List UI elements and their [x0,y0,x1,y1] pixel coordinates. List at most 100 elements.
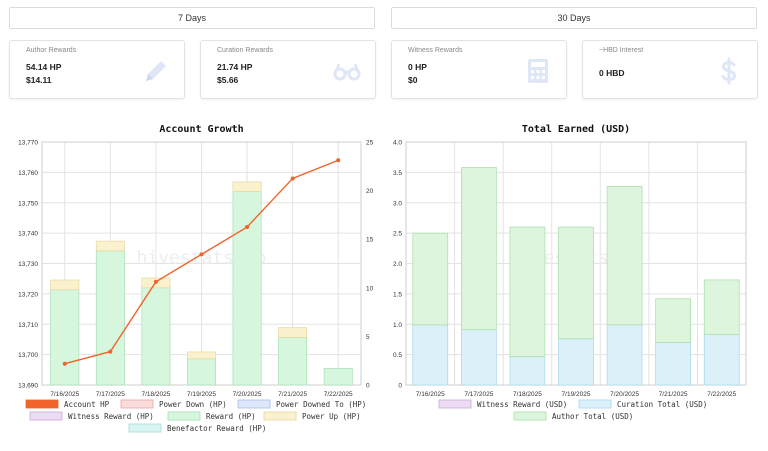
x-tick: 7/21/2025 [659,391,688,398]
card-value-usd: $14.11 [26,75,52,85]
card-value-usd: $5.66 [217,75,239,85]
x-tick: 7/22/2025 [324,391,353,398]
card-title: Curation Rewards [217,47,274,54]
author-bar [461,167,497,331]
reward-bar [278,337,308,386]
legend-label: Benefactor Reward (HP) [167,424,266,433]
y-tick: 1.5 [393,291,402,298]
y-tick: 1.0 [393,322,402,329]
y-tick-left: 13,710 [18,322,38,329]
legend-label: Power Downed To (HP) [276,400,366,409]
curation-bar [703,334,740,386]
legend-swatch [237,399,271,409]
witness-rewards-card: Witness Rewards 0 HP $0 [391,40,567,99]
card-value-hp: 54.14 HP [26,62,62,72]
card-value-hp: 0 HP [408,62,427,72]
y-tick: 4.0 [393,140,402,147]
account-hp-point [153,279,158,284]
calculator-icon [528,59,548,83]
tab-7-days[interactable]: 7 Days [9,7,375,29]
account-hp-point [336,158,341,163]
x-tick: 7/19/2025 [562,391,591,398]
y-tick-right: 25 [366,140,374,147]
card-title: Witness Rewards [408,47,463,54]
x-tick: 7/17/2025 [96,391,125,398]
y-tick: 2.5 [393,231,402,238]
legend-swatch [25,399,59,409]
x-tick: 7/22/2025 [707,391,736,398]
y-tick-left: 13,740 [18,231,38,238]
card-value-usd: $0 [408,75,418,85]
curation-bar [461,329,497,386]
power-up-bar [232,181,262,192]
legend-swatch [578,399,612,409]
account-hp-point [62,361,67,366]
x-tick: 7/21/2025 [278,391,307,398]
y-tick-left: 13,750 [18,200,38,207]
curation-bar [412,324,449,386]
x-tick: 7/20/2025 [233,391,262,398]
legend-label: Reward (HP) [206,412,256,421]
reward-bar [187,358,216,386]
x-tick: 7/18/2025 [513,391,542,398]
legend-swatch [120,399,154,409]
y-tick-left: 13,690 [18,383,38,390]
legend-label: Power Up (HP) [302,412,361,421]
y-tick: 0.5 [393,352,402,359]
reward-bar [141,287,171,386]
legend-label: Curation Total (USD) [617,400,707,409]
y-tick: 0 [398,383,402,390]
hbd-interest-card: ~HBD Interest 0 HBD [582,40,758,99]
x-tick: 7/17/2025 [464,391,493,398]
dollar-icon [721,57,737,85]
y-tick-right: 15 [366,237,374,244]
legend-label: Account HP [64,400,110,409]
reward-bar [50,289,80,386]
author-bar [558,226,594,340]
y-tick-left: 13,730 [18,261,38,268]
tab-30-days[interactable]: 30 Days [391,7,757,29]
account-hp-point [245,225,250,230]
y-tick-left: 13,720 [18,291,38,298]
chart-title: Total Earned (USD) [522,124,630,135]
curation-bar [558,338,594,386]
legend-swatch [438,399,472,409]
reward-bar [323,368,353,386]
curation-rewards-card: Curation Rewards 21.74 HP $5.66 [200,40,376,99]
x-tick: 7/18/2025 [141,391,170,398]
power-up-bar [50,279,80,291]
y-tick-right: 20 [366,188,374,195]
legend-swatch [128,423,162,433]
legend-swatch [167,411,201,421]
legend-label: Author Total (USD) [552,412,633,421]
y-tick: 2.0 [393,261,402,268]
curation-bar [509,356,546,386]
y-tick-left: 13,760 [18,170,38,177]
author-bar [412,232,449,326]
y-tick-right: 0 [366,383,370,390]
y-tick-left: 13,700 [18,352,38,359]
x-tick: 7/16/2025 [416,391,445,398]
account-hp-point [108,349,113,354]
x-tick: 7/20/2025 [610,391,639,398]
author-bar [655,298,691,343]
total-earned-chart: Total Earned (USD) 0 0.5 1.0 1.5 2.0 2.5 3.0 3.5… [393,124,747,421]
y-tick-right: 10 [366,285,374,292]
legend-label: Witness Reward (HP) [68,412,154,421]
y-tick-right: 5 [366,334,370,341]
power-up-bar [278,327,308,338]
y-tick: 3.5 [393,170,402,177]
legend-label: Witness Reward (USD) [477,400,567,409]
reward-bar [232,191,262,386]
author-rewards-card: Author Rewards 54.14 HP $14.11 [9,40,185,99]
author-bar [509,226,546,357]
curation-bar [606,324,643,386]
pencil-icon [146,61,166,81]
chart-title: Account Growth [159,124,243,135]
author-bar [606,185,643,326]
card-value-hp: 21.74 HP [217,62,253,72]
account-growth-chart: Account Growth 13,690 13,700 13,710 13,720 13… [18,124,374,433]
power-up-bar [187,351,216,360]
card-title: Author Rewards [26,47,77,54]
x-tick: 7/16/2025 [50,391,79,398]
